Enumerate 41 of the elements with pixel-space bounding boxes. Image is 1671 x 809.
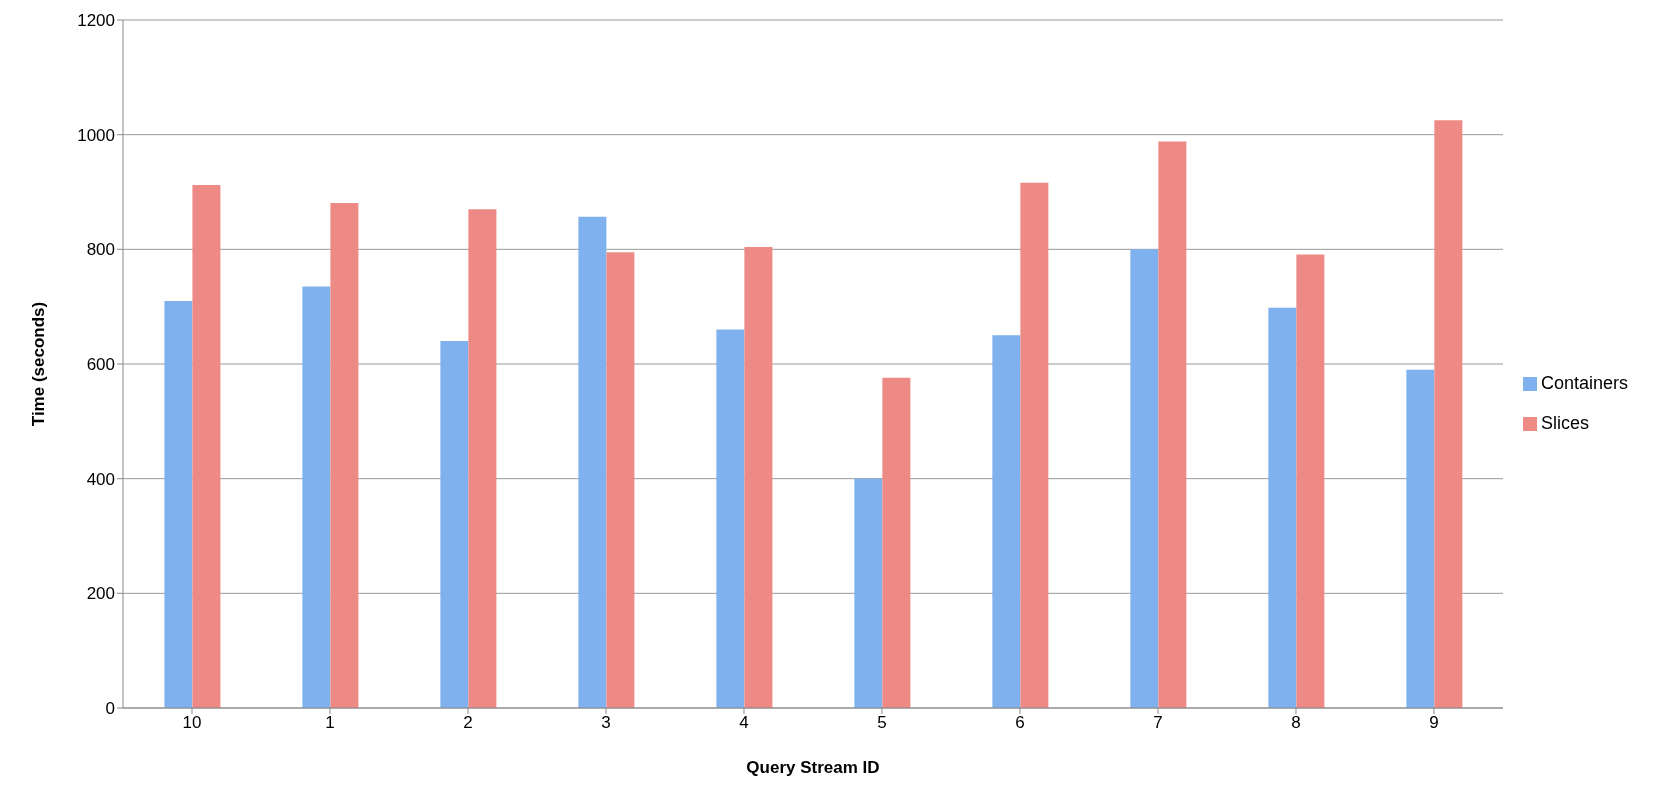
y-tick-label: 400 xyxy=(86,469,115,489)
bar xyxy=(744,247,773,708)
bar xyxy=(1020,182,1049,708)
bar xyxy=(330,202,359,708)
bar xyxy=(882,377,911,708)
y-axis-title: Time (seconds) xyxy=(29,301,49,427)
y-tick-label: 0 xyxy=(105,699,115,719)
y-tick-label: 1200 xyxy=(77,11,115,31)
bar xyxy=(992,335,1021,708)
y-tick-label: 800 xyxy=(86,240,115,260)
bar xyxy=(606,252,635,708)
x-tick-label: 3 xyxy=(601,713,611,733)
x-tick-label: 5 xyxy=(877,713,887,733)
bar xyxy=(1434,120,1463,708)
bar xyxy=(1158,141,1187,708)
bar xyxy=(578,216,607,708)
bar xyxy=(1268,307,1297,708)
bar xyxy=(192,185,221,708)
bar xyxy=(1406,369,1435,708)
bar xyxy=(302,286,331,708)
legend-label: Slices xyxy=(1540,413,1589,433)
x-tick-label: 10 xyxy=(182,713,202,733)
bar xyxy=(440,341,469,708)
bar xyxy=(164,300,193,708)
x-tick-label: 4 xyxy=(739,713,749,733)
x-tick-label: 8 xyxy=(1291,713,1301,733)
bar xyxy=(468,209,497,708)
x-tick-label: 1 xyxy=(325,713,335,733)
bar xyxy=(716,329,745,708)
bar xyxy=(1130,249,1159,708)
y-tick-label: 1000 xyxy=(77,125,115,145)
bar xyxy=(854,478,883,708)
y-tick-label: 600 xyxy=(86,355,115,375)
x-tick-label: 9 xyxy=(1429,713,1439,733)
x-tick-label: 7 xyxy=(1153,713,1163,733)
x-tick-label: 2 xyxy=(463,713,473,733)
legend-label: Containers xyxy=(1540,373,1628,393)
y-tick-label: 200 xyxy=(86,584,115,604)
bar xyxy=(1296,254,1325,708)
x-tick-label: 6 xyxy=(1015,713,1025,733)
x-axis-title: Query Stream ID xyxy=(746,758,880,777)
